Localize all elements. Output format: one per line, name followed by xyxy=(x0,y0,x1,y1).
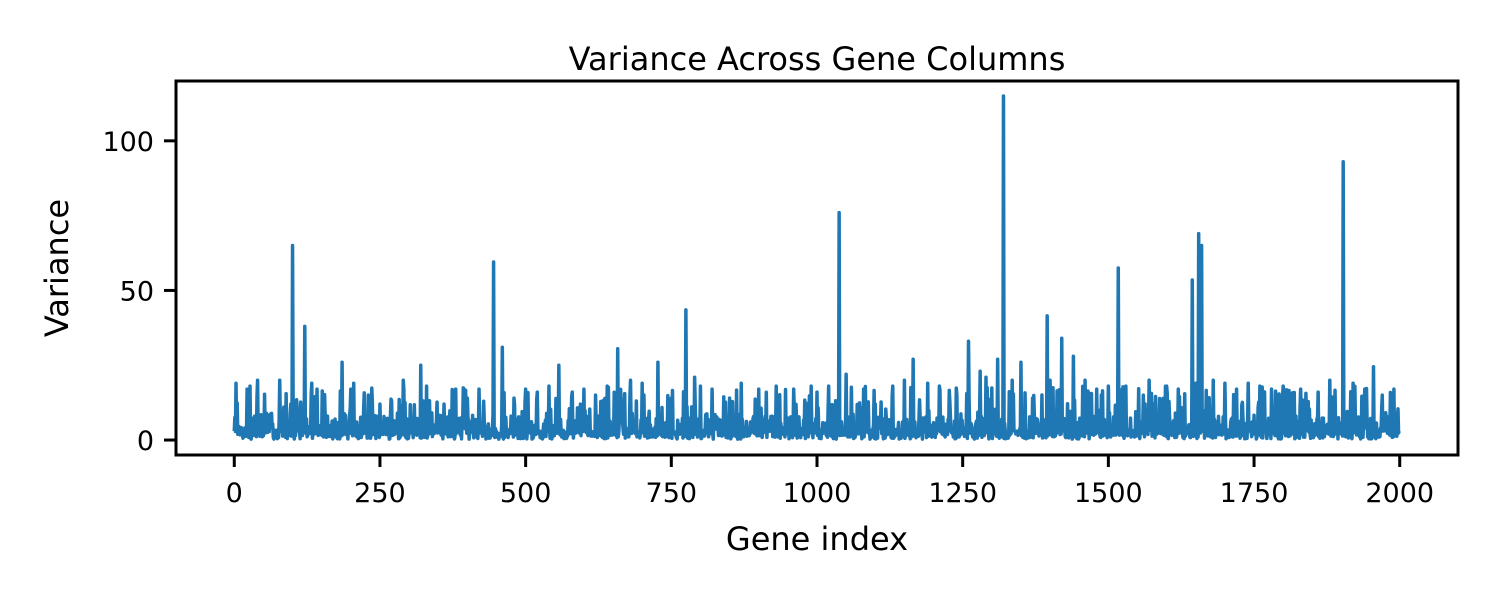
y-axis: 0 50 100 xyxy=(102,127,176,457)
x-tick-label: 1250 xyxy=(928,478,997,509)
x-tick-label: 1500 xyxy=(1074,478,1143,509)
y-axis-label: Variance xyxy=(38,199,76,337)
x-tick-label: 2000 xyxy=(1365,478,1434,509)
variance-series-line xyxy=(232,94,1401,441)
x-axis-label: Gene index xyxy=(726,520,908,558)
y-tick-label: 0 xyxy=(137,426,154,457)
x-tick-label: 1000 xyxy=(783,478,852,509)
x-tick-label: 1750 xyxy=(1220,478,1289,509)
chart-title: Variance Across Gene Columns xyxy=(569,40,1066,78)
x-axis: 0 250 500 750 1000 1250 1500 1750 2000 xyxy=(226,455,1434,509)
x-tick-label: 750 xyxy=(646,478,698,509)
plot-area xyxy=(232,94,1401,441)
x-tick-label: 500 xyxy=(500,478,552,509)
y-tick-label: 50 xyxy=(120,276,154,307)
y-tick-label: 100 xyxy=(102,127,154,158)
x-tick-label: 0 xyxy=(226,478,243,509)
x-tick-label: 250 xyxy=(354,478,406,509)
